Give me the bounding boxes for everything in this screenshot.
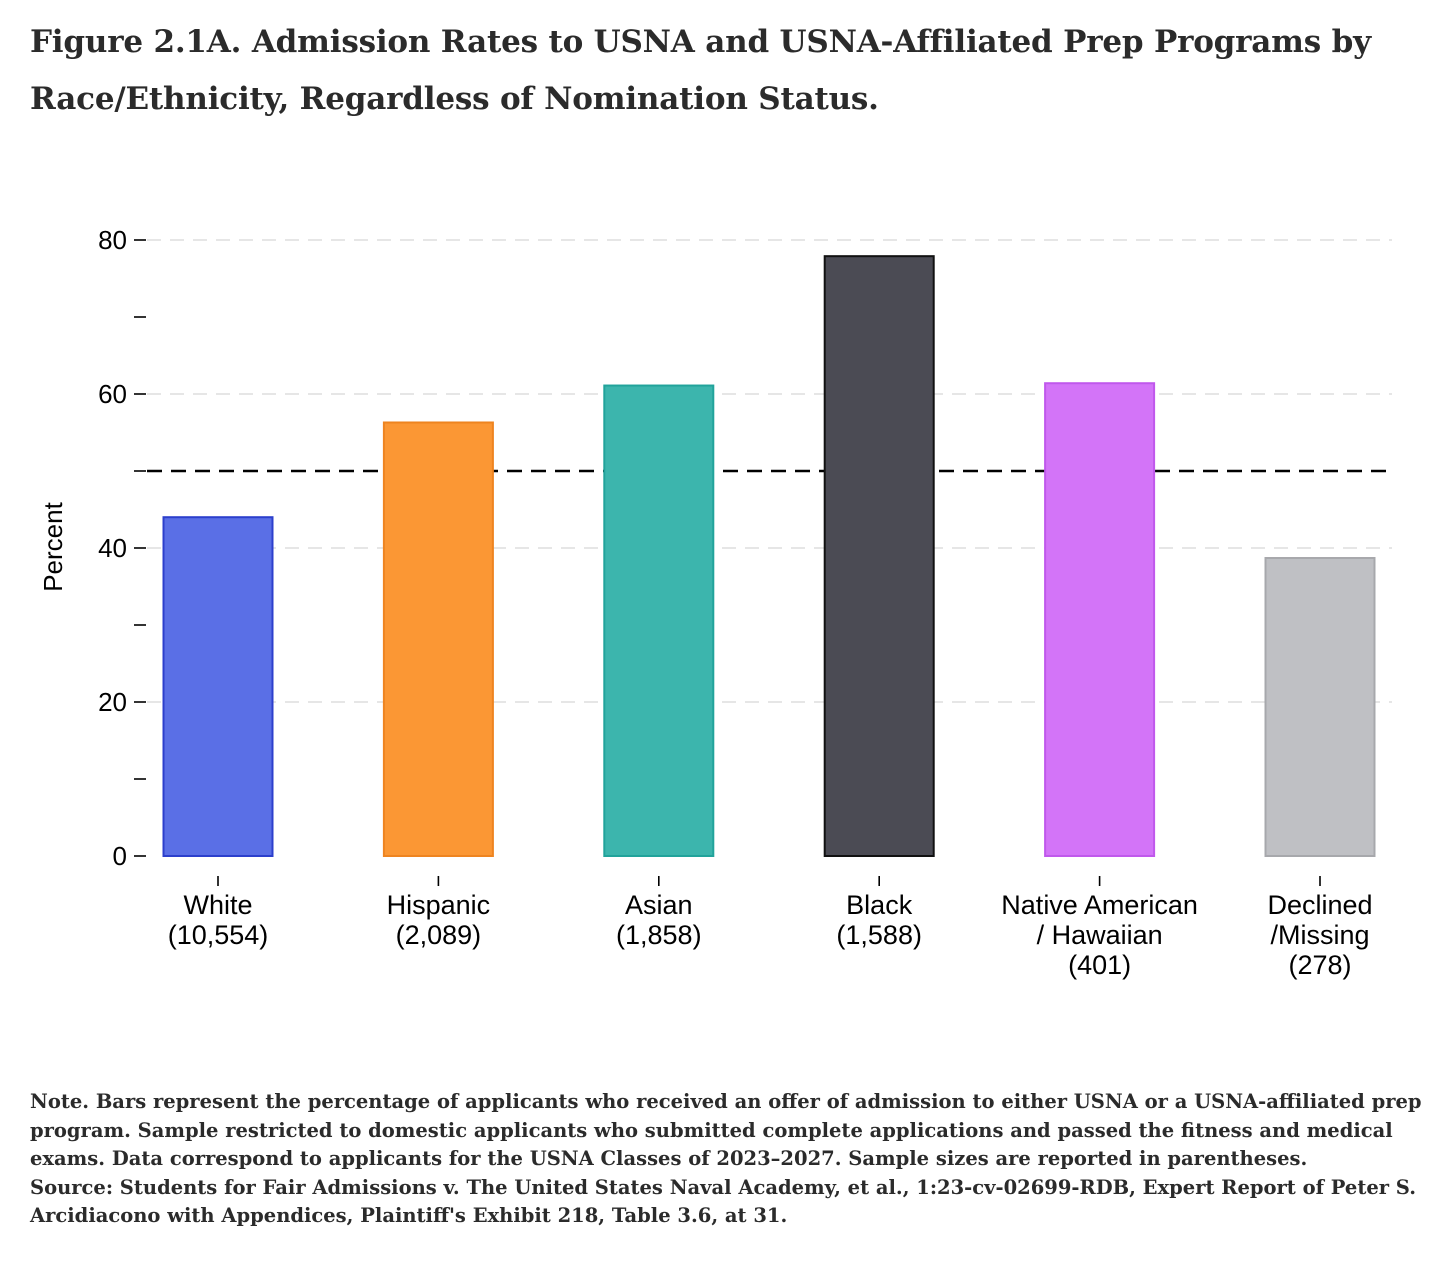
x-category-label-4-0: Native American (1001, 890, 1198, 920)
figure-note: Note. Bars represent the percentage of a… (30, 1090, 1422, 1171)
bar-3 (823, 255, 935, 858)
x-category-label-0-0: White (183, 890, 252, 920)
figure-source: Source: Students for Fair Admissions v. … (30, 1175, 1416, 1228)
y-tick-label-20: 20 (98, 687, 127, 717)
bar-4 (1044, 382, 1156, 857)
y-tick-label-0: 0 (113, 841, 127, 871)
bar-1 (382, 421, 494, 857)
x-category-label-4-2: (401) (1068, 950, 1131, 980)
x-category-label-5-0: Declined (1267, 890, 1372, 920)
bars (162, 255, 1376, 858)
figure-title: Figure 2.1A. Admission Rates to USNA and… (30, 24, 1371, 117)
x-category-label-4-1: / Hawaiian (1037, 920, 1163, 950)
x-axis: White(10,554) Hispanic(2,089) Asian(1,858)… (168, 876, 1373, 980)
bar-0 (162, 516, 274, 857)
y-axis: 0 20 40 60 80 (98, 225, 146, 871)
bar-2 (603, 384, 715, 857)
x-category-label-0-1: (10,554) (168, 920, 269, 950)
gridlines (147, 239, 1392, 703)
x-category-label-1-0: Hispanic (387, 890, 491, 920)
x-category-label-5-1: /Missing (1270, 920, 1369, 950)
y-tick-label-60: 60 (98, 379, 127, 409)
x-category-label-5-2: (278) (1288, 950, 1351, 980)
x-category-label-2-1: (1,858) (616, 920, 702, 950)
bar-chart: 0 20 40 60 80 White(10,554) Hispanic(2,089) As… (38, 225, 1392, 980)
y-tick-label-80: 80 (98, 225, 127, 255)
figure-notes: Note. Bars represent the percentage of a… (30, 1088, 1430, 1231)
bar-5 (1264, 557, 1376, 857)
x-category-label-3-1: (1,588) (836, 920, 922, 950)
x-category-label-3-0: Black (846, 890, 913, 920)
x-category-label-1-1: (2,089) (396, 920, 482, 950)
y-tick-label-40: 40 (98, 533, 127, 563)
y-axis-label: Percent (38, 501, 68, 591)
x-category-label-2-0: Asian (625, 890, 693, 920)
